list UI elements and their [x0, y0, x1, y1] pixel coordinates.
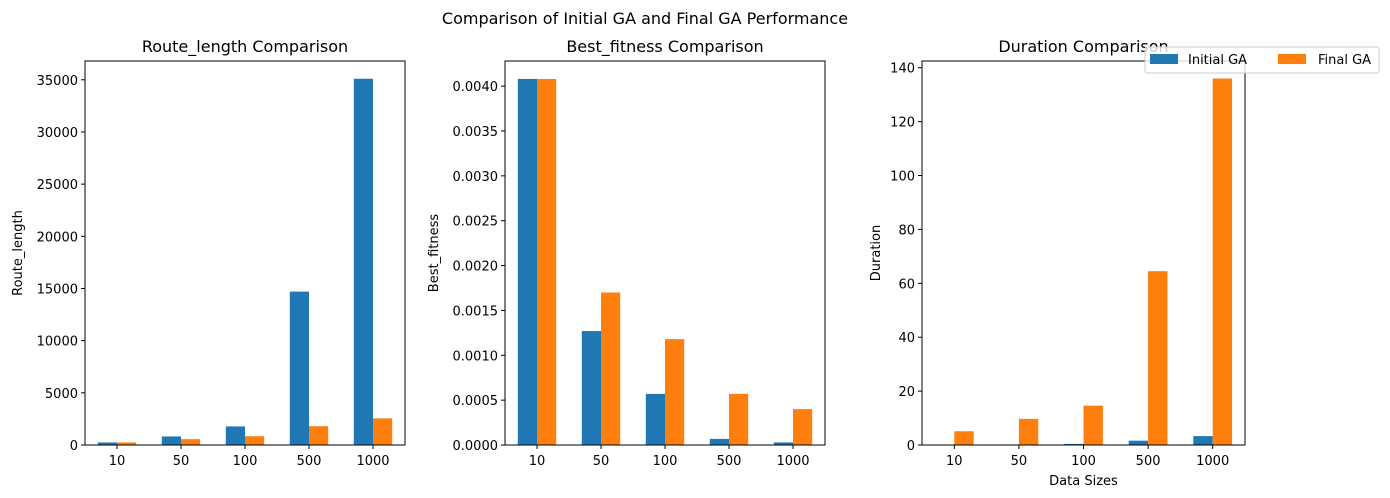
bar-initial-ga-10	[97, 442, 117, 445]
legend-label-final-ga: Final GA	[1318, 53, 1371, 68]
bar-initial-ga-1000	[773, 442, 793, 445]
bar-final-ga-100	[665, 339, 685, 445]
bar-final-ga-500	[1148, 271, 1168, 445]
x-tick-label: 1000	[1196, 454, 1229, 469]
y-tick-label: 80	[898, 223, 915, 238]
legend-label-initial-ga: Initial GA	[1188, 53, 1247, 68]
y-axis-label: Best_fitness	[427, 214, 442, 293]
axes-frame	[921, 60, 1246, 446]
y-tick-label: 10000	[37, 335, 78, 350]
panel-title: Route_length Comparison	[142, 37, 348, 57]
y-tick-label: 40	[898, 331, 915, 346]
legend: Initial GA Final GA	[1144, 46, 1380, 74]
x-tick-label: 50	[1011, 454, 1028, 469]
bar-final-ga-10	[117, 442, 137, 445]
x-tick-label: 100	[1071, 454, 1096, 469]
bar-initial-ga-50	[161, 436, 181, 445]
y-tick-label: 0	[70, 439, 78, 454]
y-tick-label: 20000	[37, 230, 78, 245]
bar-initial-ga-500	[709, 438, 729, 445]
legend-swatch-final-ga	[1278, 54, 1306, 64]
panel-title: Best_fitness Comparison	[566, 37, 763, 57]
bar-final-ga-10	[537, 78, 557, 446]
bar-final-ga-1000	[373, 418, 393, 445]
legend-frame	[1144, 46, 1380, 74]
y-tick-label: 0.0025	[453, 215, 499, 230]
y-tick-label: 0.0005	[453, 394, 499, 409]
bar-final-ga-50	[601, 292, 621, 445]
y-axis-label: Duration	[869, 225, 884, 281]
bar-final-ga-10	[954, 431, 974, 445]
bar-final-ga-50	[1018, 418, 1039, 445]
y-tick-label: 15000	[37, 282, 78, 297]
x-tick-label: 50	[173, 454, 190, 469]
bar-initial-ga-10	[517, 78, 537, 446]
bar-initial-ga-500	[1128, 440, 1149, 445]
y-tick-label: 100	[890, 170, 915, 185]
x-tick-label: 10	[529, 454, 546, 469]
y-tick-label: 0.0040	[453, 80, 499, 95]
y-tick-label: 30000	[37, 126, 78, 141]
y-tick-label: 120	[890, 116, 915, 131]
panel-title: Duration Comparison	[998, 37, 1168, 56]
x-tick-label: 500	[717, 454, 742, 469]
panel-3: Duration Comparison 10 50 100 500 1000 0 20 40 60…	[869, 37, 1246, 489]
x-tick-label: 500	[1136, 454, 1161, 469]
y-tick-label: 0.0015	[453, 304, 499, 319]
x-tick-label: 500	[297, 454, 322, 469]
bar-initial-ga-100	[225, 426, 245, 445]
bar-final-ga-1000	[793, 409, 813, 445]
bar-final-ga-1000	[1212, 78, 1233, 445]
bar-initial-ga-100	[1064, 443, 1084, 445]
x-tick-label: 100	[233, 454, 258, 469]
x-tick-label: 10	[946, 454, 963, 469]
x-tick-label: 1000	[356, 454, 389, 469]
x-axis-label: Data Sizes	[1049, 474, 1118, 489]
figure-title: Comparison of Initial GA and Final GA Pe…	[442, 9, 848, 28]
bar-final-ga-100	[245, 436, 265, 445]
y-tick-label: 0.0020	[453, 260, 499, 275]
bar-initial-ga-50	[581, 331, 601, 445]
x-tick-label: 100	[653, 454, 678, 469]
y-tick-label: 25000	[37, 178, 78, 193]
y-tick-label: 5000	[45, 387, 78, 402]
y-tick-label: 20	[898, 385, 915, 400]
y-tick-label: 0.0010	[453, 349, 499, 364]
y-tick-label: 140	[890, 62, 915, 77]
bar-initial-ga-1000	[1193, 436, 1213, 445]
y-tick-label: 60	[898, 277, 915, 292]
bar-initial-ga-1000	[353, 78, 373, 445]
bar-final-ga-500	[309, 426, 329, 445]
bar-initial-ga-100	[645, 393, 665, 445]
x-tick-label: 1000	[776, 454, 809, 469]
y-tick-label: 0.0000	[453, 439, 499, 454]
y-tick-label: 0.0030	[453, 170, 499, 185]
y-axis-label: Route_length	[11, 210, 26, 296]
y-tick-label: 35000	[37, 74, 78, 89]
x-tick-label: 10	[109, 454, 126, 469]
legend-swatch-initial-ga	[1150, 54, 1178, 64]
panel-2: Best_fitness Comparison 10 50 100 500 1000 0.0…	[427, 37, 826, 469]
bar-initial-ga-500	[289, 291, 309, 445]
y-tick-label: 0	[907, 439, 915, 454]
x-tick-label: 50	[593, 454, 610, 469]
y-tick-label: 0.0035	[453, 125, 499, 140]
bar-final-ga-500	[729, 393, 749, 445]
bar-final-ga-50	[181, 439, 201, 445]
bar-final-ga-100	[1083, 405, 1103, 445]
